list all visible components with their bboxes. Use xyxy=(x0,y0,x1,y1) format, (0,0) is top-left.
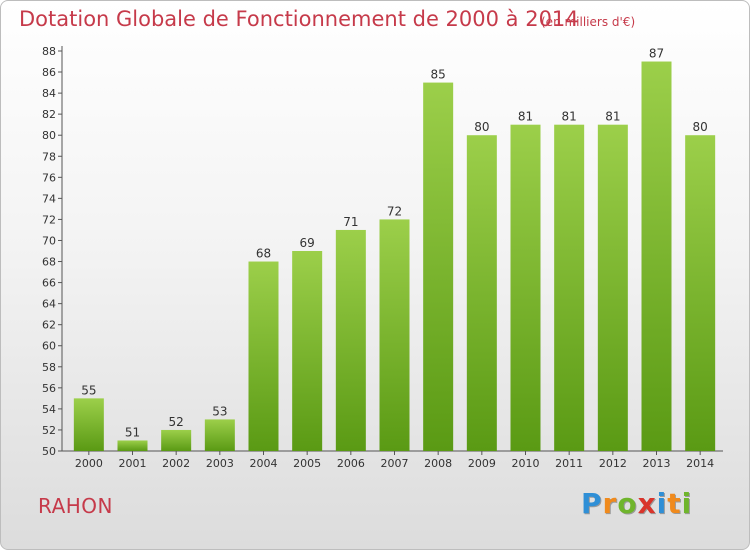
y-tick-label: 76 xyxy=(42,171,56,184)
bar-2000 xyxy=(73,398,104,451)
data-label: 53 xyxy=(212,404,227,418)
y-tick-label: 88 xyxy=(42,45,56,58)
logo-letter: P xyxy=(581,487,603,520)
bar-2007 xyxy=(379,219,410,451)
y-tick-label: 64 xyxy=(42,298,56,311)
y-tick-label: 62 xyxy=(42,319,56,332)
bar-2004 xyxy=(248,261,279,451)
x-tick-label: 2004 xyxy=(250,457,278,470)
y-tick-label: 68 xyxy=(42,256,56,269)
y-tick-label: 82 xyxy=(42,108,56,121)
y-tick-label: 56 xyxy=(42,382,56,395)
bar-2006 xyxy=(335,229,366,451)
y-tick-label: 66 xyxy=(42,277,56,290)
data-label: 80 xyxy=(474,120,489,134)
y-tick-label: 72 xyxy=(42,213,56,226)
data-label: 72 xyxy=(387,204,402,218)
x-tick-label: 2011 xyxy=(555,457,583,470)
y-tick-label: 78 xyxy=(42,150,56,163)
x-tick-label: 2007 xyxy=(381,457,409,470)
logo-letter: t xyxy=(667,487,682,520)
y-tick-label: 50 xyxy=(42,445,56,458)
y-tick-label: 84 xyxy=(42,87,56,100)
y-tick-label: 60 xyxy=(42,340,56,353)
bar-2005 xyxy=(292,251,323,451)
data-label: 52 xyxy=(169,415,184,429)
x-tick-label: 2006 xyxy=(337,457,365,470)
y-tick-label: 58 xyxy=(42,361,56,374)
x-tick-label: 2014 xyxy=(686,457,714,470)
x-tick-label: 2008 xyxy=(424,457,452,470)
bar-2010 xyxy=(510,124,541,452)
data-label: 87 xyxy=(649,47,664,61)
data-label: 51 xyxy=(125,425,140,439)
logo-letter: o xyxy=(617,487,638,520)
x-tick-label: 2013 xyxy=(643,457,671,470)
x-tick-label: 2012 xyxy=(599,457,627,470)
bar-2009 xyxy=(466,135,497,452)
y-tick-label: 70 xyxy=(42,234,56,247)
data-label: 81 xyxy=(562,110,577,124)
data-label: 69 xyxy=(300,236,315,250)
y-tick-label: 52 xyxy=(42,424,56,437)
bar-2012 xyxy=(597,124,628,452)
logo-letter: r xyxy=(602,487,618,520)
y-tick-label: 80 xyxy=(42,129,56,142)
x-tick-label: 2003 xyxy=(206,457,234,470)
bar-2014 xyxy=(685,135,716,452)
y-tick-label: 74 xyxy=(42,192,56,205)
data-label: 85 xyxy=(431,68,446,82)
y-tick-label: 86 xyxy=(42,66,56,79)
x-tick-label: 2010 xyxy=(512,457,540,470)
data-label: 80 xyxy=(693,120,708,134)
bar-2011 xyxy=(554,124,585,452)
x-tick-label: 2000 xyxy=(75,457,103,470)
bar-2013 xyxy=(641,61,672,452)
x-tick-label: 2009 xyxy=(468,457,496,470)
x-tick-label: 2001 xyxy=(119,457,147,470)
commune-name: RAHON xyxy=(38,494,114,518)
y-tick-label: 54 xyxy=(42,403,56,416)
x-tick-label: 2002 xyxy=(162,457,190,470)
logo-letter: i xyxy=(656,487,668,520)
logo-letter: x xyxy=(637,487,657,520)
data-label: 71 xyxy=(343,215,358,229)
data-label: 81 xyxy=(518,110,533,124)
logo-letter: i xyxy=(681,487,693,520)
bar-2002 xyxy=(161,429,192,451)
x-tick-label: 2005 xyxy=(293,457,321,470)
data-label: 55 xyxy=(81,383,96,397)
data-label: 68 xyxy=(256,247,271,261)
chart-title: Dotation Globale de Fonctionnement de 20… xyxy=(19,7,579,31)
bar-2008 xyxy=(423,82,454,451)
chart-subtitle: (en milliers d'€) xyxy=(541,15,636,29)
bar-2003 xyxy=(204,419,235,451)
bar-2001 xyxy=(117,440,148,451)
proxiti-logo[interactable]: Proxiti xyxy=(581,487,692,520)
data-label: 81 xyxy=(605,110,620,124)
